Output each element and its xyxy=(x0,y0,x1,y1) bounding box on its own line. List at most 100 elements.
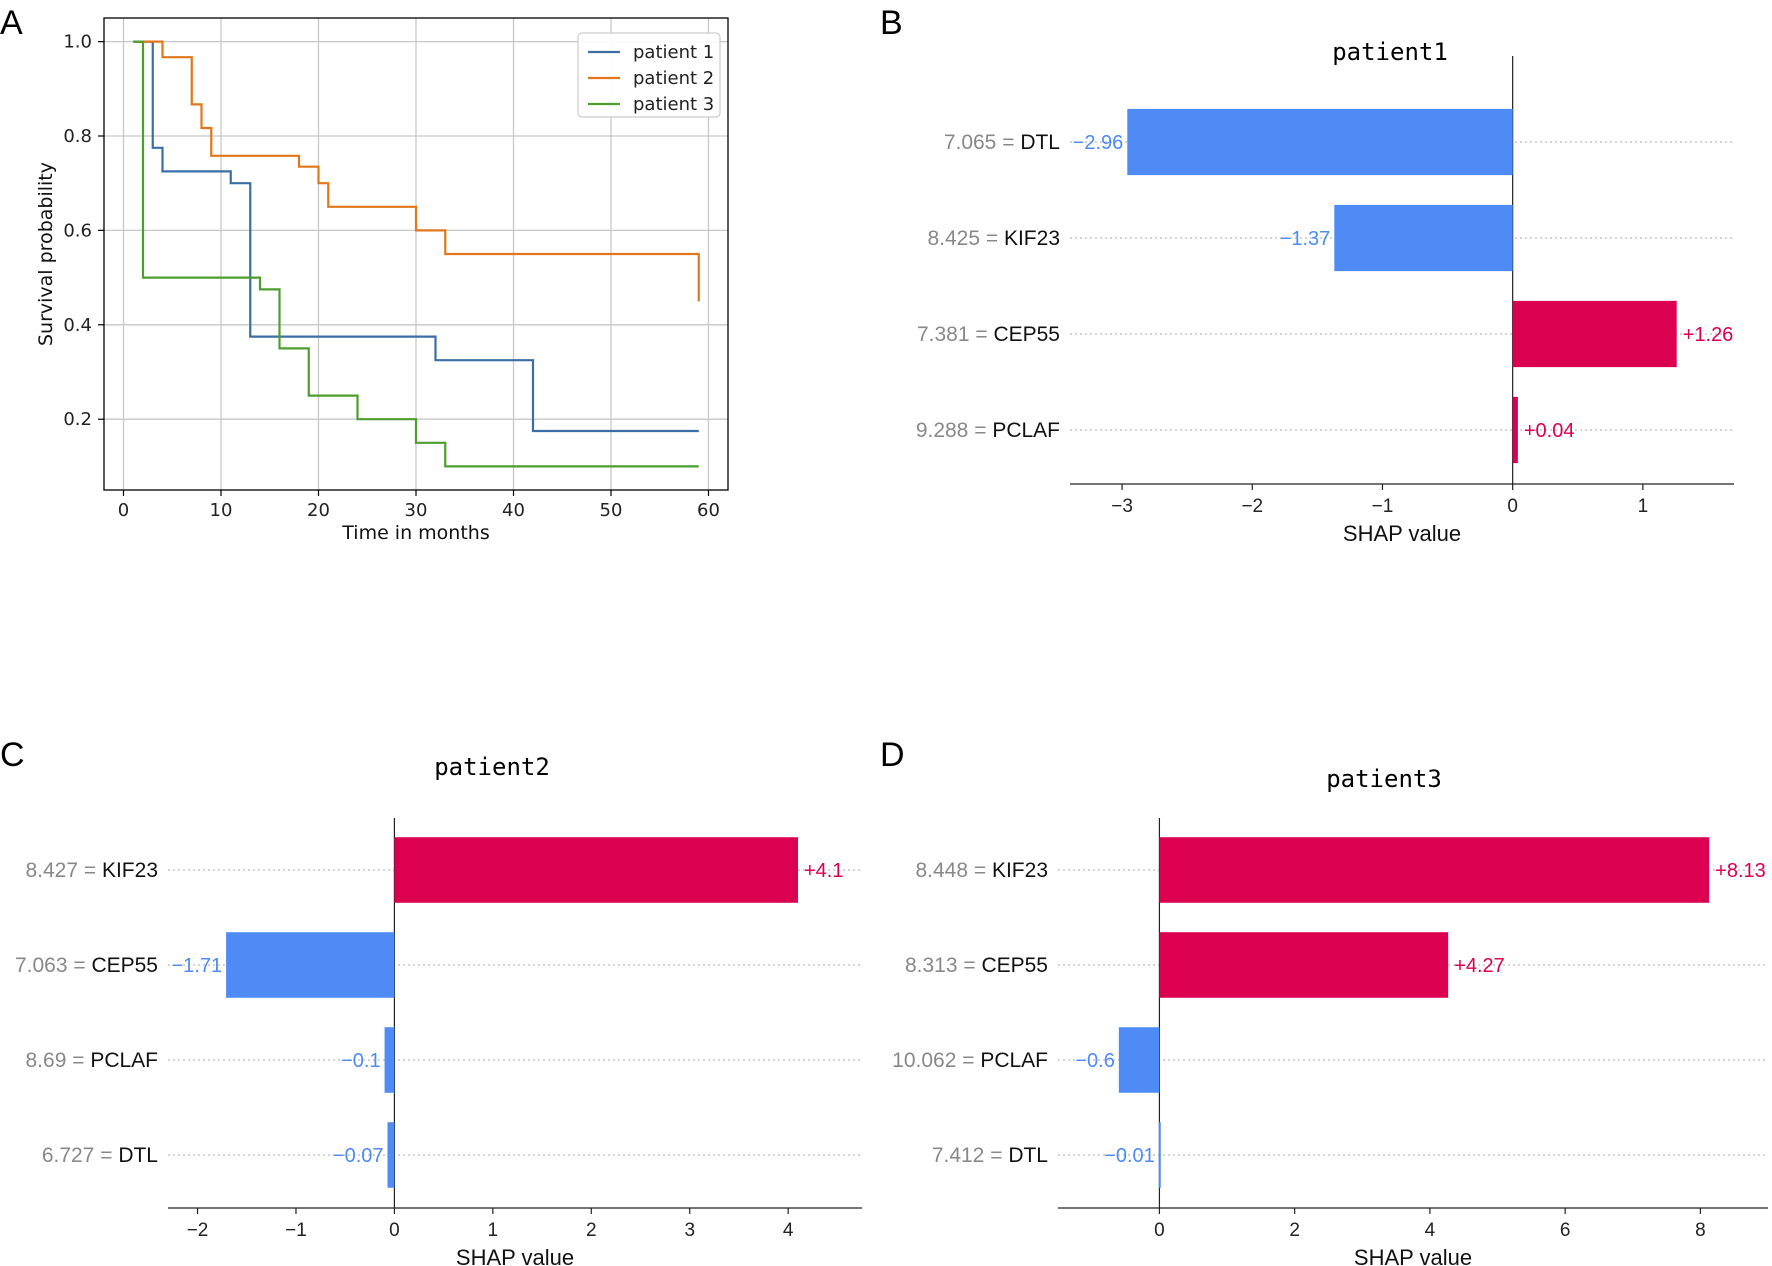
x-tick-label: 0 xyxy=(118,500,129,521)
feature-label: 7.065 = DTL xyxy=(944,131,1060,154)
x-tick-label: 10 xyxy=(210,500,233,521)
feature-name: CEP55 xyxy=(91,954,158,977)
feature-equals: = xyxy=(94,1144,118,1167)
shap-value-label: −0.6 xyxy=(1075,1050,1114,1072)
feature-label: 8.313 = CEP55 xyxy=(905,954,1048,977)
x-axis-label: SHAP value xyxy=(1343,521,1461,546)
shap-value-label: +4.1 xyxy=(804,860,843,882)
x-tick-label: −1 xyxy=(285,1220,307,1241)
shap-bar-pclaf xyxy=(1512,396,1518,464)
panel-letter-a: A xyxy=(0,4,23,42)
shap-value-label: +8.13 xyxy=(1715,860,1766,882)
shap-bar-dtl xyxy=(1127,108,1513,176)
feature-label: 8.448 = KIF23 xyxy=(915,859,1048,882)
feature-equals: = xyxy=(956,1049,980,1072)
x-axis-label: Time in months xyxy=(341,522,489,544)
shap-bar-pclaf xyxy=(1118,1027,1160,1093)
feature-equals: = xyxy=(958,954,982,977)
panel-letter-b: B xyxy=(880,4,903,42)
feature-value: 10.062 xyxy=(892,1049,956,1072)
feature-name: CEP55 xyxy=(993,323,1060,346)
x-tick-label: 4 xyxy=(1425,1220,1436,1241)
shap-chart-patient2: patient2 +4.1 8.427 = KIF23 −1.71 7.063 = CE… xyxy=(15,753,862,1266)
x-tick-label: −3 xyxy=(1111,496,1133,517)
chart-title: patient2 xyxy=(434,753,550,781)
shap-value-label: +0.04 xyxy=(1524,420,1575,442)
shap-bar-cep55 xyxy=(1159,932,1449,998)
feature-value: 7.381 xyxy=(917,323,970,346)
x-tick-label: 8 xyxy=(1695,1220,1706,1241)
feature-label: 7.412 = DTL xyxy=(932,1144,1048,1167)
feature-value: 9.288 xyxy=(916,419,969,442)
y-tick-label: 1.0 xyxy=(63,32,92,53)
x-tick-label: 4 xyxy=(783,1220,794,1241)
shap-value-label: −0.07 xyxy=(333,1145,384,1167)
survival-chart: 0 10 20 30 40 50 60 0.2 0.4 0.6 0.8 1.0 Time in mont… xyxy=(35,17,729,544)
y-axis-label: Survival probability xyxy=(35,162,57,346)
x-tick-label: −2 xyxy=(187,1220,209,1241)
feature-value: 6.727 xyxy=(42,1144,95,1167)
feature-name: KIF23 xyxy=(102,859,158,882)
feature-value: 8.425 xyxy=(927,227,980,250)
feature-label: 9.288 = PCLAF xyxy=(916,419,1060,442)
x-tick-label: 6 xyxy=(1560,1220,1571,1241)
feature-equals: = xyxy=(980,227,1004,250)
shap-chart-patient1: patient1 −2.96 7.065 = DTL −1.37 8.425 = KIF… xyxy=(916,38,1734,546)
shap-bar-dtl xyxy=(1158,1122,1161,1188)
x-tick-label: 2 xyxy=(1289,1220,1300,1241)
feature-value: 8.313 xyxy=(905,954,958,977)
x-axis-label: SHAP value xyxy=(1354,1245,1472,1266)
y-tick-label: 0.8 xyxy=(63,126,92,147)
feature-label: 8.69 = PCLAF xyxy=(26,1049,159,1072)
x-tick-label: 3 xyxy=(684,1220,695,1241)
feature-value: 7.412 xyxy=(932,1144,985,1167)
x-tick-label: 0 xyxy=(1507,496,1518,517)
x-tick-label: 20 xyxy=(307,500,330,521)
feature-name: DTL xyxy=(1008,1144,1048,1167)
y-tick-label: 0.4 xyxy=(63,315,92,336)
shap-bar-pclaf xyxy=(384,1027,395,1093)
shap-value-label: −2.96 xyxy=(1073,132,1124,154)
feature-name: DTL xyxy=(118,1144,158,1167)
feature-equals: = xyxy=(968,419,992,442)
feature-name: KIF23 xyxy=(1004,227,1060,250)
x-tick-label: 40 xyxy=(502,500,525,521)
x-tick-label: −1 xyxy=(1372,496,1394,517)
x-tick-label: 2 xyxy=(586,1220,597,1241)
feature-value: 8.69 xyxy=(26,1049,67,1072)
feature-label: 7.381 = CEP55 xyxy=(917,323,1060,346)
shap-value-label: −1.71 xyxy=(171,955,222,977)
feature-equals: = xyxy=(970,323,994,346)
feature-value: 7.065 xyxy=(944,131,997,154)
legend-box xyxy=(577,32,721,118)
legend-label: patient 1 xyxy=(633,42,714,63)
legend-label: patient 3 xyxy=(633,94,714,115)
shap-bar-kif23 xyxy=(1334,204,1513,272)
feature-equals: = xyxy=(984,1144,1008,1167)
shap-bar-kif23 xyxy=(394,837,799,903)
feature-name: CEP55 xyxy=(981,954,1048,977)
feature-equals: = xyxy=(68,954,92,977)
x-tick-label: 1 xyxy=(1638,496,1649,517)
series-line-patient-2 xyxy=(133,40,700,302)
series-line-patient-1 xyxy=(133,40,699,433)
chart-title: patient3 xyxy=(1326,765,1442,793)
shap-chart-patient3: patient3 +8.13 8.448 = KIF23 +4.27 8.313 = C… xyxy=(892,765,1768,1266)
x-tick-label: 60 xyxy=(697,500,720,521)
x-tick-label: 1 xyxy=(488,1220,499,1241)
feature-label: 8.427 = KIF23 xyxy=(25,859,158,882)
feature-label: 8.425 = KIF23 xyxy=(927,227,1060,250)
shap-value-label: −0.01 xyxy=(1104,1145,1155,1167)
x-tick-label: 0 xyxy=(1154,1220,1165,1241)
feature-value: 8.427 xyxy=(25,859,78,882)
feature-name: KIF23 xyxy=(992,859,1048,882)
x-tick-label: 0 xyxy=(389,1220,400,1241)
panel-letter-d: D xyxy=(880,736,905,774)
feature-name: PCLAF xyxy=(90,1049,158,1072)
feature-label: 10.062 = PCLAF xyxy=(892,1049,1048,1072)
feature-value: 7.063 xyxy=(15,954,68,977)
legend-label: patient 2 xyxy=(633,68,714,89)
feature-value: 8.448 xyxy=(915,859,968,882)
shap-bar-cep55 xyxy=(226,932,395,998)
